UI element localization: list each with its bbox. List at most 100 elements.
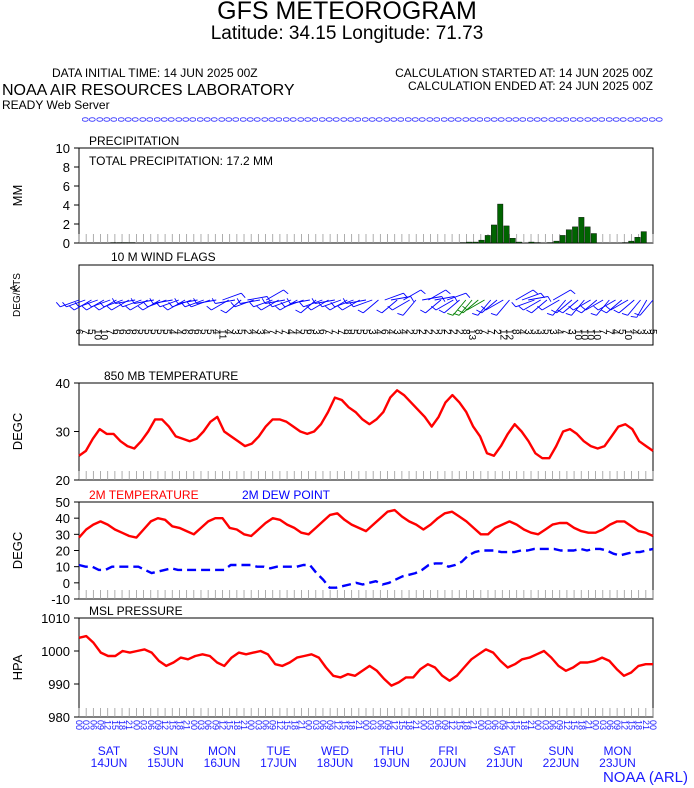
precip-bar <box>584 226 591 244</box>
wind-barb-feather <box>337 305 343 311</box>
wind-barb-feather <box>481 305 487 311</box>
wind-speed-label: 8 <box>341 329 352 335</box>
top-hour-label: 0 <box>87 117 97 122</box>
wind-speed-label: 5 <box>160 329 171 335</box>
wind-speed-label: 6 <box>110 329 121 335</box>
wind-barb <box>265 289 284 301</box>
wind-barb-feather <box>349 302 354 308</box>
bottom-hour-label: 03 <box>311 720 321 730</box>
wind-barb <box>485 299 504 311</box>
bottom-hour-label: 03 <box>368 720 378 730</box>
wind-speed-label: 5 <box>85 329 96 335</box>
wind-speed-label: 4 <box>167 329 178 335</box>
day-date: 21JUN <box>486 756 523 770</box>
wind-speed-label: 7 <box>597 329 608 335</box>
top-hour-label: 0 <box>353 117 363 122</box>
precip-ytick-label: 2 <box>63 217 70 232</box>
wind-speed-label: 3 <box>310 329 321 335</box>
wind-barb <box>196 299 217 304</box>
bottom-hour-label: 03 <box>426 720 436 730</box>
wind-barb <box>452 299 467 316</box>
top-hour-label: 0 <box>640 117 650 122</box>
wind-barb-feather <box>565 312 572 316</box>
wind-speed-label: 10 <box>578 329 589 341</box>
precip-bar <box>491 224 497 244</box>
bottom-hour-label: 15 <box>626 720 636 730</box>
bottom-hour-label: 15 <box>282 720 292 730</box>
temp2m-ytick-label: 0 <box>63 576 70 591</box>
wind-barb-feather <box>155 302 161 308</box>
wind-barb-feather <box>431 305 437 311</box>
bottom-hour-label: 00 <box>304 720 314 730</box>
wind-barb <box>103 299 123 308</box>
wind-speed-label: 3 <box>566 329 577 335</box>
precip-ytick-label: 6 <box>63 179 70 194</box>
wind-barb <box>627 299 641 316</box>
lab-name: NOAA AIR RESOURCES LABORATORY <box>2 82 295 99</box>
wind-barb <box>184 299 204 308</box>
wind-barb-feather <box>476 309 482 314</box>
wind-barb-feather <box>283 289 289 295</box>
wind-barb-feather <box>286 298 291 304</box>
top-hour-label: 0 <box>604 117 614 122</box>
precip-bar <box>528 241 535 244</box>
wind-speed-label: 5 <box>148 329 159 335</box>
wind-speed-label: 4 <box>248 329 259 335</box>
precip-bar <box>516 241 522 244</box>
wind-barb-feather <box>438 309 445 314</box>
bottom-hour-label: 06 <box>88 720 98 730</box>
bottom-hour-label: 06 <box>490 720 500 730</box>
wind-barb-feather <box>311 298 316 304</box>
top-hour-label: 0 <box>188 117 198 122</box>
wind-speed-label: 12 <box>497 329 508 341</box>
top-hour-label: 0 <box>475 117 485 122</box>
wind-barb-feather <box>532 289 538 295</box>
wind-barb-feather <box>630 315 637 318</box>
bottom-hour-label: 15 <box>569 720 579 730</box>
precip-ytick-label: 4 <box>63 198 70 213</box>
bottom-hour-label: 12 <box>619 720 629 730</box>
wind-barb <box>253 299 273 308</box>
wind-barb <box>222 292 242 301</box>
bottom-hour-label: 09 <box>440 720 450 730</box>
t850-ytick-label: 20 <box>56 473 70 488</box>
top-hour-label: 0 <box>324 117 334 122</box>
wind-barb <box>403 289 422 301</box>
wind-barb-feather <box>590 312 597 316</box>
pressure-ytick-label: 990 <box>48 677 70 692</box>
bottom-hour-label: 09 <box>612 720 622 730</box>
wind-barb <box>597 299 616 311</box>
bottom-hour-label: 15 <box>167 720 177 730</box>
wind-barb-feather <box>546 312 553 316</box>
wind-barb-feather <box>268 302 273 308</box>
wind-barb-feather <box>634 312 641 316</box>
day-date: 14JUN <box>91 756 128 770</box>
wind-barb <box>284 299 304 308</box>
wind-barb-feather <box>94 305 100 311</box>
wind-speed-label: 5 <box>142 329 153 335</box>
temp2m-minor-ticks <box>78 590 654 599</box>
wind-barb-feather <box>447 312 454 316</box>
top-hour-label: 0 <box>295 117 305 122</box>
wind-barb <box>381 299 398 314</box>
wind-barb <box>466 299 485 311</box>
wind-barb <box>639 299 654 316</box>
wind-barb <box>562 299 579 314</box>
wind-speed-label: 3 <box>528 329 539 335</box>
server-name: READY Web Server <box>2 98 110 112</box>
wind-barb-feather <box>387 305 393 311</box>
day-of-week: MON <box>208 744 236 758</box>
wind-barb <box>521 292 541 301</box>
wind-barb-feather <box>261 298 266 304</box>
bottom-hour-label: 09 <box>555 720 565 730</box>
precip-bar <box>565 229 572 244</box>
wind-speed-label: 2 <box>441 329 452 335</box>
top-hour-label: 0 <box>625 117 635 122</box>
wind-barb-feather <box>317 302 323 308</box>
pressure-minor-ticks <box>78 708 654 717</box>
wind-barb-feather <box>211 298 216 304</box>
wind-barb <box>384 292 404 301</box>
bottom-hour-label: 00 <box>648 720 658 730</box>
wind-barb-feather <box>74 302 80 308</box>
wind-barb-feather <box>236 298 241 304</box>
